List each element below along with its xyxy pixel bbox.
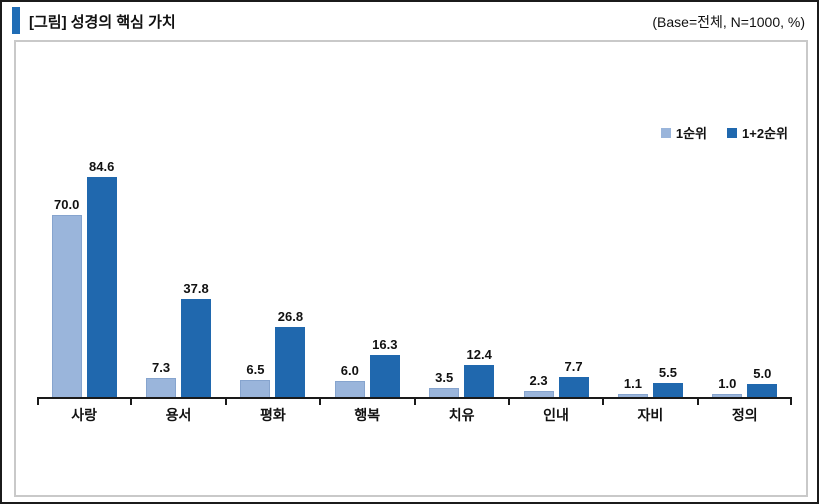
bar-1+2순위-인내	[558, 376, 589, 397]
bar-1순위-용서	[146, 378, 177, 397]
category-label-행복: 행복	[354, 407, 381, 423]
value-label-1+2순위-자비: 5.5	[658, 364, 677, 380]
bar-1+2순위-사랑	[86, 177, 117, 397]
value-label-1+2순위-용서: 37.8	[183, 280, 209, 296]
bar-1+2순위-평화	[275, 327, 306, 397]
value-label-1+2순위-정의: 5.0	[753, 366, 772, 381]
value-label-1+2순위-인내: 7.7	[564, 358, 583, 374]
axis-tick	[130, 399, 133, 405]
legend-swatch-rank12	[727, 127, 738, 138]
category-label-인내: 인내	[543, 407, 569, 423]
legend-swatch-rank1	[660, 127, 671, 138]
bar-1+2순위-치유	[464, 364, 495, 397]
chart-legend: 1순위 1+2순위	[660, 123, 788, 142]
category-label-치유: 치유	[448, 407, 475, 423]
axis-tick	[224, 399, 227, 405]
legend-item-rank12: 1+2순위	[727, 123, 788, 142]
value-label-1순위-자비: 1.1	[623, 376, 642, 392]
category-axis-labels: 사랑 용서 평화 행복 치유 인내 자비 정의	[37, 405, 792, 425]
category-label-자비: 자비	[637, 407, 664, 423]
bar-1순위-치유	[429, 387, 460, 397]
value-label-1+2순위-행복: 16.3	[372, 336, 398, 352]
bar-1+2순위-행복	[369, 354, 400, 397]
title-accent-bar	[12, 7, 20, 34]
bar-1+2순위-자비	[652, 382, 683, 397]
axis-tick	[37, 399, 39, 405]
category-label-용서: 용서	[165, 407, 192, 423]
axis-tick	[696, 399, 699, 405]
legend-item-rank1: 1순위	[660, 123, 708, 142]
value-label-1순위-행복: 6.0	[340, 363, 359, 379]
bar-1순위-인내	[523, 391, 554, 397]
chart-frame: 1순위 1+2순위 70.0 84.6 7.3 37.8 6.5 26.8 6.0 16.3 3…	[14, 40, 808, 497]
bar-1+2순위-정의	[747, 384, 778, 397]
axis-tick	[507, 399, 510, 405]
category-label-정의: 정의	[731, 407, 758, 423]
axis-tick	[413, 399, 416, 405]
category-label-평화: 평화	[260, 407, 286, 423]
bar-1순위-행복	[334, 381, 365, 397]
bar-1순위-정의	[712, 394, 743, 397]
bar-1+2순위-용서	[181, 298, 212, 397]
axis-tick	[319, 399, 322, 405]
page-title: [그림] 성경의 핵심 가치	[29, 14, 176, 31]
legend-label-rank1: 1순위	[675, 126, 708, 141]
base-note: (Base=전체, N=1000, %)	[652, 14, 805, 30]
bar-1순위-자비	[617, 394, 648, 397]
chart-header: [그림] 성경의 핵심 가치 (Base=전체, N=1000, %)	[2, 2, 817, 40]
value-label-1+2순위-평화: 26.8	[277, 309, 304, 325]
value-label-1+2순위-치유: 12.4	[466, 346, 492, 362]
legend-label-rank12: 1+2순위	[742, 126, 788, 141]
bar-chart-plot: 70.0 84.6 7.3 37.8 6.5 26.8 6.0 16.3 3.5 12.4 2.3 7…	[37, 42, 792, 405]
value-label-1+2순위-사랑: 84.6	[89, 159, 115, 175]
axis-tick	[602, 399, 605, 405]
value-label-1순위-치유: 3.5	[435, 369, 454, 385]
category-label-사랑: 사랑	[71, 407, 98, 423]
axis-tick	[790, 399, 792, 405]
value-label-1순위-인내: 2.3	[529, 373, 548, 389]
value-label-1순위-사랑: 70.0	[54, 197, 80, 212]
value-label-1순위-정의: 1.0	[718, 376, 737, 392]
value-label-1순위-용서: 7.3	[152, 360, 171, 376]
value-label-1순위-평화: 6.5	[246, 362, 265, 378]
bar-1순위-사랑	[51, 215, 82, 397]
bar-1순위-평화	[240, 380, 271, 397]
